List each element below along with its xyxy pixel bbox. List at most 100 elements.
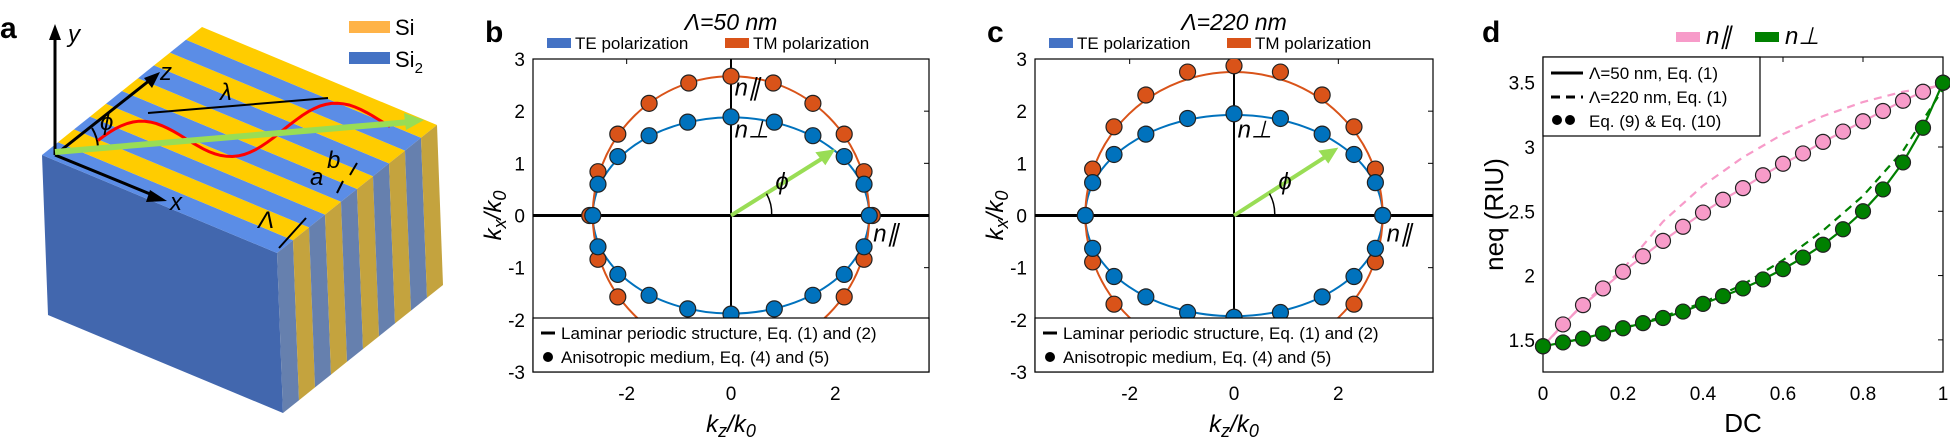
- point-te: [640, 127, 658, 145]
- legend-marker-sample: [1565, 115, 1575, 125]
- k-arrow: [729, 153, 829, 218]
- point-n-parallel: [1914, 83, 1932, 100]
- point-n-perpendicular: [1894, 154, 1912, 171]
- y-tick-label: -1: [1010, 259, 1027, 280]
- side-stripe-sio2: [405, 137, 427, 311]
- y-tick-label: 1: [1016, 154, 1027, 175]
- wavevector-arrowhead: [404, 113, 424, 130]
- legend-label-tm: TM polarization: [1255, 34, 1371, 53]
- point-n-perpendicular: [1754, 271, 1772, 288]
- point-n-perpendicular: [1674, 303, 1692, 320]
- point-te: [1137, 288, 1155, 306]
- style-legend-marker-label: Anisotropic medium, Eq. (4) and (5): [1063, 348, 1331, 367]
- point-n-perpendicular: [1714, 288, 1732, 305]
- side-stripe-sio2: [277, 240, 299, 413]
- side-stripe-si: [357, 176, 379, 349]
- legend-label-si: Si: [395, 15, 415, 40]
- side-stripe-sio2: [309, 214, 331, 388]
- side-stripe-si: [421, 125, 443, 298]
- point-n-perpendicular: [1574, 330, 1592, 347]
- x-tick-label: 0: [726, 384, 737, 405]
- point-te: [589, 175, 607, 193]
- phi-arc: [765, 193, 773, 216]
- b-label: b: [327, 147, 340, 174]
- y-tick-label: 1.5: [1509, 331, 1535, 352]
- point-te: [1366, 174, 1384, 192]
- phi-label: ϕ: [775, 168, 788, 195]
- x-tick-label: 0.2: [1610, 384, 1636, 405]
- arrow-heads: [49, 24, 167, 202]
- x-axis-label: kz/k0: [706, 411, 756, 441]
- x-tick-label: 0.6: [1770, 384, 1796, 405]
- point-tm: [1105, 295, 1123, 313]
- legend-label-sio2-sub: 2: [415, 60, 423, 77]
- legend-label-tm: TM polarization: [753, 34, 869, 53]
- point-tm: [1178, 63, 1197, 81]
- point-n-parallel: [1594, 280, 1612, 297]
- x-tick-label: 2: [1333, 384, 1344, 405]
- point-te: [804, 286, 822, 304]
- panel-a-schematic: a Si Si2 y z x λ ϕ b a Λ: [0, 12, 443, 413]
- point-tm: [1105, 118, 1123, 136]
- point-tm: [680, 74, 698, 92]
- legend-swatch-tm: [1227, 38, 1251, 48]
- style-legend-box: [532, 317, 930, 373]
- n-parallel-label: n∥: [735, 75, 762, 102]
- point-te: [640, 286, 658, 304]
- x-tick-label: 1: [1938, 384, 1949, 405]
- electric-field-wave: [97, 101, 391, 159]
- style-legend-marker-label: Anisotropic medium, Eq. (4) and (5): [561, 348, 829, 367]
- point-n-perpendicular: [1634, 315, 1652, 332]
- point-te: [765, 300, 783, 318]
- x-tick-label: 0.4: [1690, 384, 1717, 405]
- style-legend-box: [1542, 56, 1761, 137]
- point-n-parallel: [1734, 180, 1752, 197]
- top-stripe-si: [58, 129, 309, 241]
- point-n-parallel: [1854, 113, 1872, 130]
- point-n-parallel: [1694, 204, 1712, 221]
- point-tm: [1271, 63, 1290, 81]
- side-stripe-si: [389, 150, 411, 324]
- chart-title: Λ=220 nm: [1179, 9, 1287, 35]
- line-n-perpendicular-220nm: [1542, 88, 1944, 348]
- point-te: [835, 147, 853, 166]
- point-n-perpendicular: [1534, 338, 1552, 355]
- point-n-perpendicular: [1654, 309, 1672, 327]
- point-te: [1374, 206, 1392, 225]
- y-tick-label: 0: [1016, 207, 1027, 228]
- point-n-parallel: [1574, 297, 1592, 314]
- point-te: [1345, 267, 1363, 286]
- z-arrowhead: [144, 72, 160, 88]
- point-n-perpendicular: [1734, 280, 1752, 297]
- y-tick-label: 2: [1524, 267, 1535, 288]
- point-n-perpendicular: [1874, 181, 1892, 198]
- legend-swatch-n-perpendicular: [1755, 32, 1779, 42]
- point-tm: [1137, 86, 1155, 104]
- panel-label-d: d: [1482, 16, 1500, 49]
- point-tm: [1345, 295, 1363, 313]
- point-te: [1084, 174, 1102, 192]
- point-n-parallel: [1674, 218, 1692, 235]
- point-te: [1345, 145, 1363, 164]
- point-te: [679, 300, 697, 318]
- point-n-parallel: [1634, 248, 1652, 265]
- line-n-parallel-220nm: [1542, 84, 1944, 348]
- wavevector-arrow: [54, 119, 411, 155]
- top-stripe-sio2: [42, 142, 293, 253]
- top-stripe-si: [90, 103, 341, 215]
- legend-label-te: TE polarization: [575, 34, 688, 53]
- style-legend-line-label: Laminar periodic structure, Eq. (1) and …: [561, 324, 877, 343]
- point-te: [1105, 267, 1123, 286]
- legend-marker-sample: [1045, 352, 1055, 362]
- legend-swatch-te: [547, 38, 571, 48]
- point-te: [804, 127, 822, 145]
- x-axis-label: x: [169, 189, 183, 216]
- point-te: [722, 108, 740, 126]
- y-axis-label: kx/k0: [480, 191, 510, 241]
- wavelength-label: λ: [218, 79, 232, 106]
- point-te: [679, 113, 697, 131]
- x-tick-label: 0: [1229, 384, 1240, 405]
- legend-label-n-perpendicular: n⊥: [1785, 23, 1819, 50]
